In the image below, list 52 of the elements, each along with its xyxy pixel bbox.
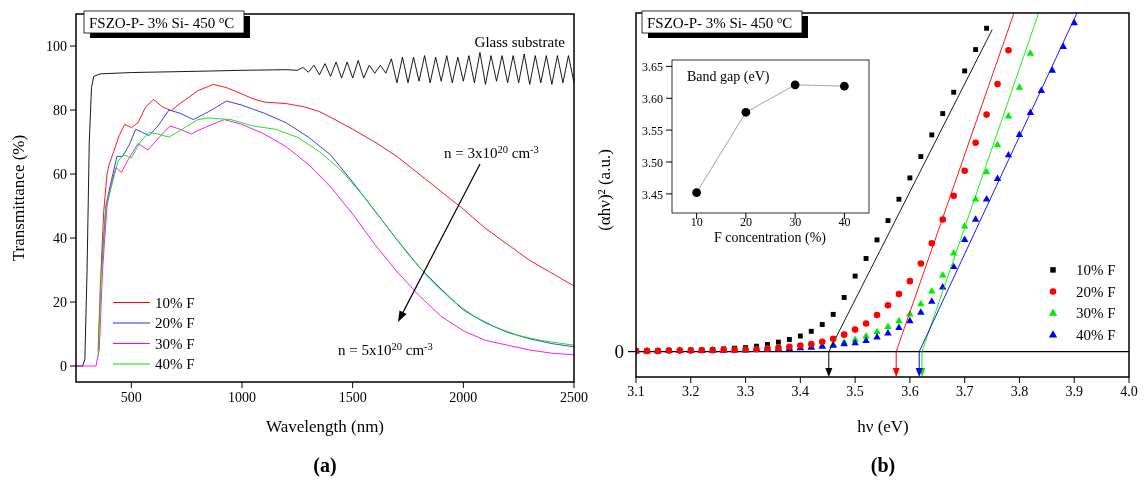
- annotation: n = 5x10$^{20}$ cm$^{-3}$: [338, 340, 433, 358]
- y-tick-label: 100: [46, 39, 67, 54]
- legend-label: 20% F: [155, 315, 195, 331]
- y-tick-label: 3.45: [642, 187, 663, 202]
- x-axis-title: hν (eV): [857, 417, 909, 436]
- x-tick-label: 3.4: [791, 384, 810, 399]
- x-tick-label: 500: [120, 390, 142, 405]
- y-tick-label: 20: [53, 295, 67, 310]
- legend-label: 10% F: [155, 294, 195, 311]
- x-tick-label: 1000: [228, 390, 256, 405]
- x-tick-label: 2000: [449, 390, 478, 405]
- x-tick-label: 4.0: [1120, 384, 1138, 399]
- y-tick-label: 3.55: [642, 124, 663, 139]
- x-tick-label: 1500: [338, 390, 367, 405]
- x-axis-title: F concentration (%): [714, 230, 827, 246]
- y-axis-title: Transmittance (%): [9, 134, 28, 262]
- legend-label: 30% F: [155, 335, 195, 352]
- annotation: n = 3x10$^{20}$ cm$^{-3}$: [444, 143, 539, 161]
- y-tick-label: 3.65: [642, 60, 663, 75]
- legend-label: 20% F: [1076, 283, 1116, 300]
- y-tick-label: 3.50: [642, 156, 663, 170]
- x-axis-title: Wavelength (nm): [265, 417, 385, 436]
- text: Band gap (eV): [687, 69, 770, 85]
- y-tick-label: 0: [60, 359, 67, 374]
- x-tick-label: 3.1: [627, 384, 645, 399]
- x-tick-label: 3.3: [736, 384, 755, 399]
- legend-label: 10% F: [1076, 261, 1116, 278]
- legend-label: 30% F: [1076, 305, 1116, 322]
- y-tick-label: 3.60: [642, 92, 663, 107]
- x-tick-label: 3.6: [901, 384, 919, 399]
- annotation: FSZO-P- 3% Si- 450 $^{o}$C: [647, 13, 793, 31]
- y-tick-label: 60: [53, 167, 67, 182]
- y-tick-label: 40: [53, 231, 67, 246]
- x-tick-label: 3.7: [955, 384, 974, 399]
- x-tick-label: 30: [789, 215, 802, 229]
- x-tick-label: 10: [690, 215, 703, 229]
- text: (b): [870, 454, 896, 477]
- legend-label: 40% F: [1076, 327, 1116, 343]
- x-tick-label: 20: [739, 215, 752, 229]
- x-tick-label: 3.2: [682, 384, 700, 399]
- x-tick-label: 2500: [560, 390, 588, 405]
- y-tick-label: 80: [53, 103, 67, 118]
- x-tick-label: 3.5: [846, 384, 864, 399]
- x-tick-label: 3.9: [1065, 384, 1083, 399]
- x-tick-label: 40: [838, 215, 851, 229]
- legend-label: 40% F: [155, 356, 195, 372]
- annotation: Glass substrate: [474, 34, 566, 50]
- y-axis-title: (αhν)² (a.u.): [595, 149, 614, 231]
- annotation: FSZO-P- 3% Si- 450 $^{o}$C: [89, 13, 235, 31]
- text: (a): [313, 454, 337, 477]
- x-tick-label: 3.8: [1010, 384, 1029, 399]
- ref-line-label: 0: [614, 340, 624, 362]
